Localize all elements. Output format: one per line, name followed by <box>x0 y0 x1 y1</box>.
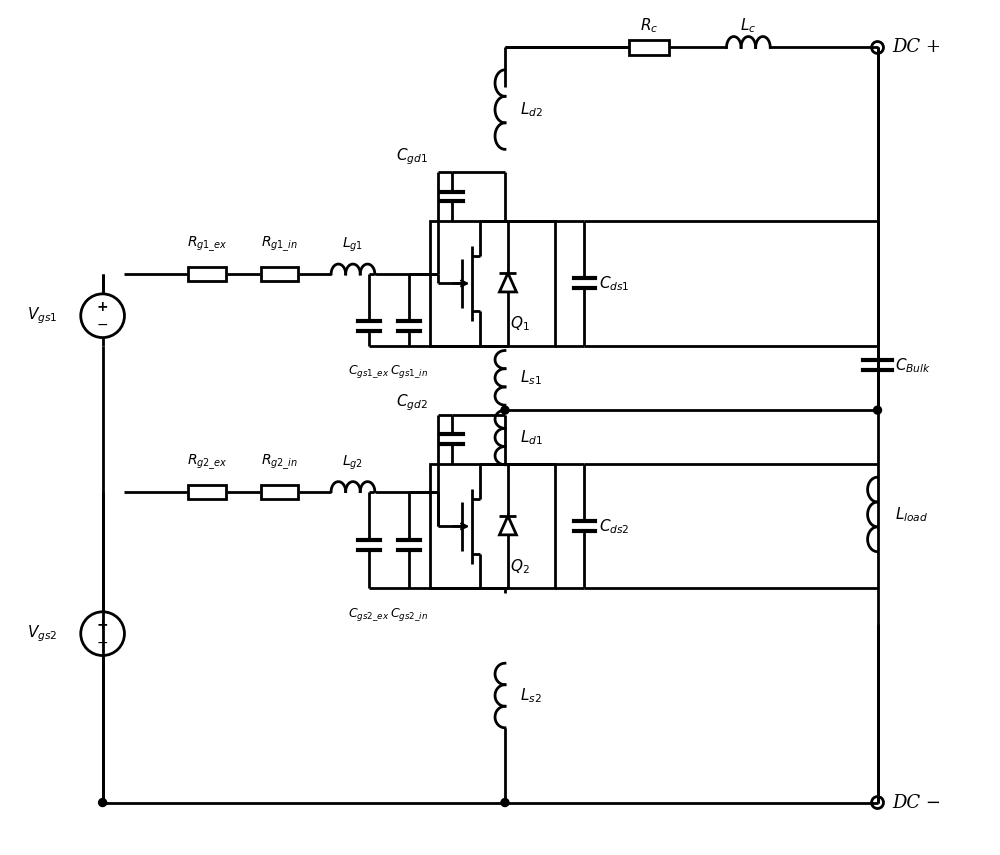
Circle shape <box>501 406 509 414</box>
Text: $C_{gs1\_ex}$: $C_{gs1\_ex}$ <box>348 363 390 380</box>
Text: $V_{gs1}$: $V_{gs1}$ <box>27 305 58 326</box>
Text: $R_{g2\_in}$: $R_{g2\_in}$ <box>261 452 298 472</box>
Text: $C_{ds1}$: $C_{ds1}$ <box>599 274 630 292</box>
Text: $R_c$: $R_c$ <box>640 16 658 35</box>
Circle shape <box>99 799 107 806</box>
Text: $V_{gs2}$: $V_{gs2}$ <box>27 623 58 644</box>
Text: $C_{gd2}$: $C_{gd2}$ <box>396 392 427 413</box>
Text: $C_{gs2\_in}$: $C_{gs2\_in}$ <box>390 606 428 623</box>
Text: DC −: DC − <box>892 793 941 811</box>
Text: $C_{gd1}$: $C_{gd1}$ <box>396 146 427 167</box>
Text: $L_{g1}$: $L_{g1}$ <box>342 236 364 254</box>
Bar <box>261 267 298 281</box>
Text: $C_{Bulk}$: $C_{Bulk}$ <box>895 356 932 374</box>
Bar <box>188 485 226 498</box>
Text: $C_{gs1\_in}$: $C_{gs1\_in}$ <box>390 363 428 380</box>
Circle shape <box>872 797 883 809</box>
Text: +: + <box>97 617 108 632</box>
Text: −: − <box>97 635 108 650</box>
Text: $L_{d1}$: $L_{d1}$ <box>520 428 543 447</box>
Text: +: + <box>97 300 108 314</box>
Text: $Q_1$: $Q_1$ <box>510 315 530 333</box>
Circle shape <box>874 406 882 414</box>
Text: DC +: DC + <box>892 38 941 56</box>
Text: $Q_2$: $Q_2$ <box>510 557 530 576</box>
Text: $C_{gs2\_ex}$: $C_{gs2\_ex}$ <box>348 606 390 623</box>
Text: $L_{d2}$: $L_{d2}$ <box>520 100 543 119</box>
Text: $R_{g1\_ex}$: $R_{g1\_ex}$ <box>187 235 227 254</box>
Text: $L_{s2}$: $L_{s2}$ <box>520 687 542 705</box>
Text: $R_{g1\_in}$: $R_{g1\_in}$ <box>261 235 298 254</box>
Bar <box>188 267 226 281</box>
Circle shape <box>872 42 883 54</box>
Text: $C_{ds2}$: $C_{ds2}$ <box>599 517 630 536</box>
Text: $L_{s1}$: $L_{s1}$ <box>520 369 542 387</box>
Text: $L_c$: $L_c$ <box>740 16 756 35</box>
Bar <box>261 485 298 498</box>
Text: $L_{load}$: $L_{load}$ <box>895 505 929 524</box>
Bar <box>629 39 669 56</box>
Bar <box>430 464 555 588</box>
Circle shape <box>501 799 509 806</box>
Text: $L_{g2}$: $L_{g2}$ <box>342 453 364 472</box>
Text: −: − <box>97 318 108 332</box>
Text: $R_{g2\_ex}$: $R_{g2\_ex}$ <box>187 452 227 472</box>
Bar <box>430 221 555 345</box>
